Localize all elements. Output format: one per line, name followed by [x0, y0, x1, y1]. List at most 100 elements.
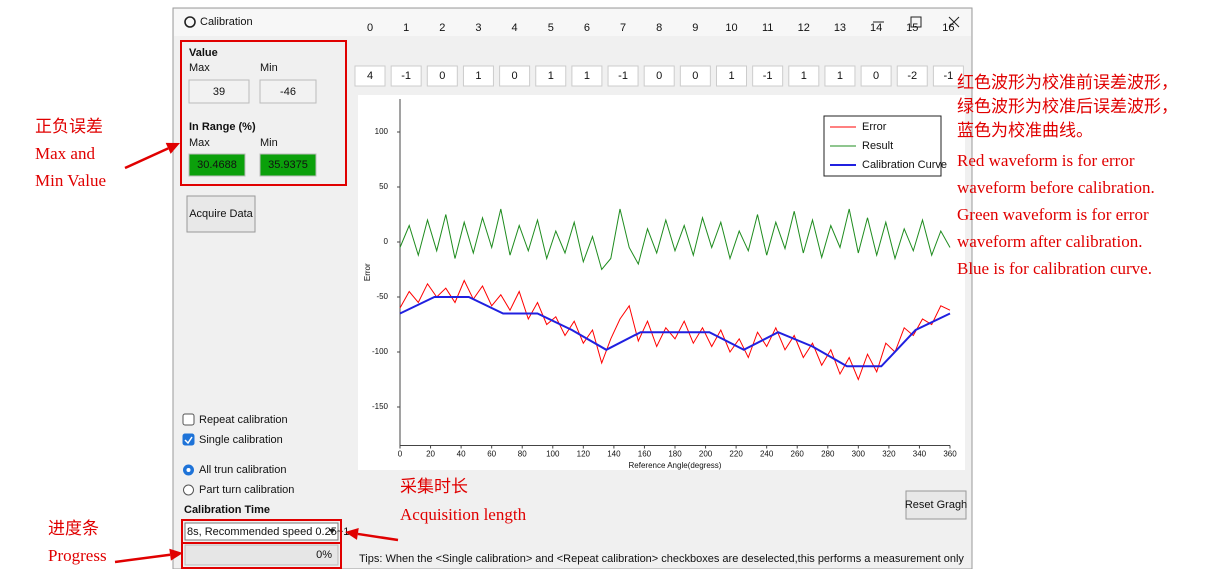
checkbox[interactable] [182, 433, 195, 446]
table-index: 3 [475, 22, 481, 34]
x-axis-label: Reference Angle(degress) [629, 461, 722, 470]
table-index: 2 [439, 22, 445, 34]
tips: Tips: When the <Single calibration> and … [359, 553, 964, 565]
table-value: 1 [548, 70, 554, 82]
series-line [399, 296, 951, 368]
radio-label: All trun calibration [199, 464, 286, 476]
table-value: -1 [618, 70, 628, 82]
checkbox[interactable] [182, 413, 195, 426]
x-tick-label: 300 [852, 450, 866, 459]
table-value: -1 [763, 70, 773, 82]
in-range-box [188, 153, 246, 177]
y-tick-label: 100 [375, 127, 389, 136]
table-cell [752, 65, 784, 87]
value-box [188, 79, 250, 104]
field-label: Min [260, 62, 278, 74]
table-cell [607, 65, 639, 87]
radio-dot [186, 468, 191, 472]
legend-label: Result [862, 140, 893, 152]
table-value: 4 [367, 70, 373, 82]
table-index: 11 [762, 22, 773, 34]
value-box [259, 79, 317, 104]
progress-value: 0% [316, 549, 332, 561]
x-tick-label: 340 [913, 450, 927, 459]
acquire-button[interactable] [186, 195, 256, 233]
table-cell [535, 65, 567, 87]
y-tick-label: 0 [384, 237, 389, 246]
table-value: -1 [944, 70, 954, 82]
in-range-box [259, 153, 317, 177]
section-heading: In Range (%) [189, 121, 256, 133]
table-cell [896, 65, 928, 87]
in-range-min: 35.9375 [268, 159, 308, 171]
table-value: -1 [401, 70, 411, 82]
annotation-arrow [124, 147, 169, 170]
x-tick-label: 140 [607, 450, 621, 459]
annotation: waveform before calibration. [957, 178, 1155, 197]
table-value: 0 [656, 70, 662, 82]
x-tick-label: 240 [760, 450, 774, 459]
legend-label: Calibration Curve [862, 159, 947, 171]
table-cell [679, 65, 711, 87]
reset-button-label: Reset Gragh [905, 499, 967, 511]
table-index: 5 [548, 22, 554, 34]
x-tick-label: 120 [577, 450, 591, 459]
x-tick-label: 100 [546, 450, 560, 459]
table-cell [824, 65, 856, 87]
table-index: 10 [725, 22, 737, 34]
checkbox-label: Single calibration [199, 434, 283, 446]
annotation: Min Value [35, 171, 106, 190]
x-tick-label: 280 [821, 450, 835, 459]
x-tick-label: 20 [426, 450, 435, 459]
x-tick-label: 320 [882, 450, 896, 459]
x-tick-label: 220 [729, 450, 743, 459]
table-cell [390, 65, 422, 87]
maximize-button[interactable] [910, 16, 922, 28]
y-tick-label: -100 [372, 347, 389, 356]
annotation: 绿色波形为校准后误差波形， [957, 97, 1178, 116]
in-range-max: 30.4688 [197, 159, 237, 171]
table-value: 1 [584, 70, 590, 82]
radio[interactable] [183, 484, 194, 496]
table-index: 14 [870, 22, 882, 34]
annotation-arrow [357, 532, 399, 542]
y-tick-label: -50 [376, 292, 388, 301]
annotation-box [180, 40, 347, 186]
x-tick-label: 180 [668, 450, 682, 459]
annotation-box [181, 542, 342, 569]
field-label: Max [189, 62, 210, 74]
annotation-arrowhead [345, 528, 359, 540]
table-index: 0 [367, 22, 373, 34]
table-cell [499, 65, 531, 87]
annotation: Red waveform is for error [957, 151, 1135, 170]
close-button[interactable] [948, 16, 960, 28]
table-cell [932, 65, 964, 87]
calibration-time-select[interactable] [184, 522, 339, 541]
annotation: 红色波形为校准前误差波形， [957, 73, 1178, 92]
y-axis-label: Error [363, 263, 372, 281]
annotation: 正负误差 [35, 117, 103, 136]
table-index: 7 [620, 22, 626, 34]
table-cell [643, 65, 675, 87]
table-index: 15 [906, 22, 918, 34]
calibration-time-value: 8s, Recommended speed 0.25~1 [187, 526, 349, 538]
table-cell [788, 65, 820, 87]
x-tick-label: 260 [791, 450, 805, 459]
table-cell [426, 65, 458, 87]
annotation-arrow [114, 553, 171, 564]
window-icon [184, 16, 196, 28]
table-index: 9 [692, 22, 698, 34]
table-cell [462, 65, 494, 87]
annotation: Max and [35, 144, 95, 163]
x-tick-label: 160 [638, 450, 652, 459]
table-value: 0 [873, 70, 879, 82]
title-bar [174, 9, 971, 36]
table-index: 6 [584, 22, 590, 34]
table-index: 16 [942, 22, 954, 34]
reset-button[interactable] [905, 490, 967, 520]
acquire-button-label: Acquire Data [189, 208, 253, 220]
table-index: 4 [512, 22, 518, 34]
x-tick-label: 200 [699, 450, 713, 459]
table-value: 1 [728, 70, 734, 82]
radio-label: Part turn calibration [199, 484, 294, 496]
